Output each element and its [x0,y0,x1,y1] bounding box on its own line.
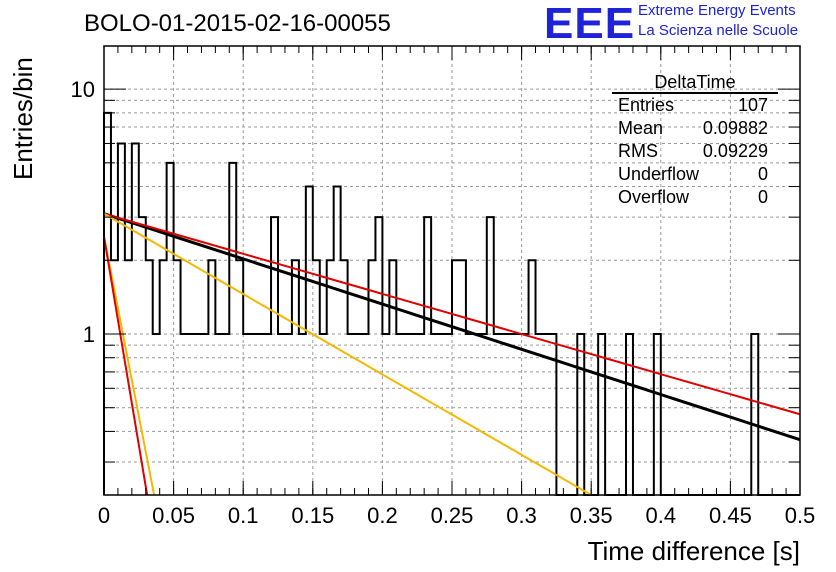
x-tick-label: 0.15 [291,503,334,528]
stats-key: Entries [618,95,675,115]
eee-logo-mark: EEE [544,0,636,48]
stats-key: Mean [618,118,664,138]
x-tick-label: 0.05 [152,503,195,528]
x-tick-label: 0.35 [570,503,613,528]
stats-key: RMS [618,141,658,161]
y-tick-label: 1 [83,322,95,347]
x-tick-label: 0.4 [646,503,677,528]
x-axis-label: Time difference [s] [588,536,800,566]
fit-curve-2 [103,212,592,496]
stats-value: 0.09882 [702,118,768,138]
stats-row-rms: RMS 0.09229 [618,140,778,162]
stats-row-overflow: Overflow 0 [618,186,778,208]
logo-line-1: Extreme Energy Events [638,2,796,19]
stats-value: 0 [757,187,768,207]
stats-key: Underflow [618,164,700,184]
logo-line-2: La Scienza nelle Scuole [638,22,799,39]
fit-curve-4 [103,236,149,496]
run-title: BOLO-01-2015-02-16-00055 [84,10,391,37]
fit-curve-0 [103,212,801,442]
x-tick-label: 0.1 [228,503,259,528]
stats-title: DeltaTime [612,72,778,94]
x-tick-labels: 0 0.05 0.1 0.15 0.2 0.25 0.3 0.35 0.4 0.45 0.5 [98,503,815,528]
stats-row-entries: Entries 107 [618,94,778,116]
stats-value: 0 [757,164,768,184]
fit-curve-1 [103,212,801,416]
x-tick-label: 0.3 [506,503,537,528]
y-axis-label: Entries/bin [8,57,38,180]
stats-row-underflow: Underflow 0 [618,163,778,185]
fit-curves [103,212,801,496]
eee-logo: EEE Extreme Energy Events La Scienza nel… [544,0,836,46]
x-tick-label: 0 [98,503,110,528]
x-tick-label: 0.45 [709,503,752,528]
x-tick-label: 0.5 [785,503,816,528]
x-tick-label: 0.2 [367,503,398,528]
fit-curve-3 [103,236,156,496]
stats-value: 0.09229 [702,141,768,161]
stats-row-mean: Mean 0.09882 [618,117,778,139]
stats-value: 107 [737,95,768,115]
y-tick-label: 10 [71,77,95,102]
stats-key: Overflow [618,187,690,207]
axis-ticks [103,46,801,495]
y-tick-labels: 1 10 [71,77,95,347]
x-tick-label: 0.25 [431,503,474,528]
